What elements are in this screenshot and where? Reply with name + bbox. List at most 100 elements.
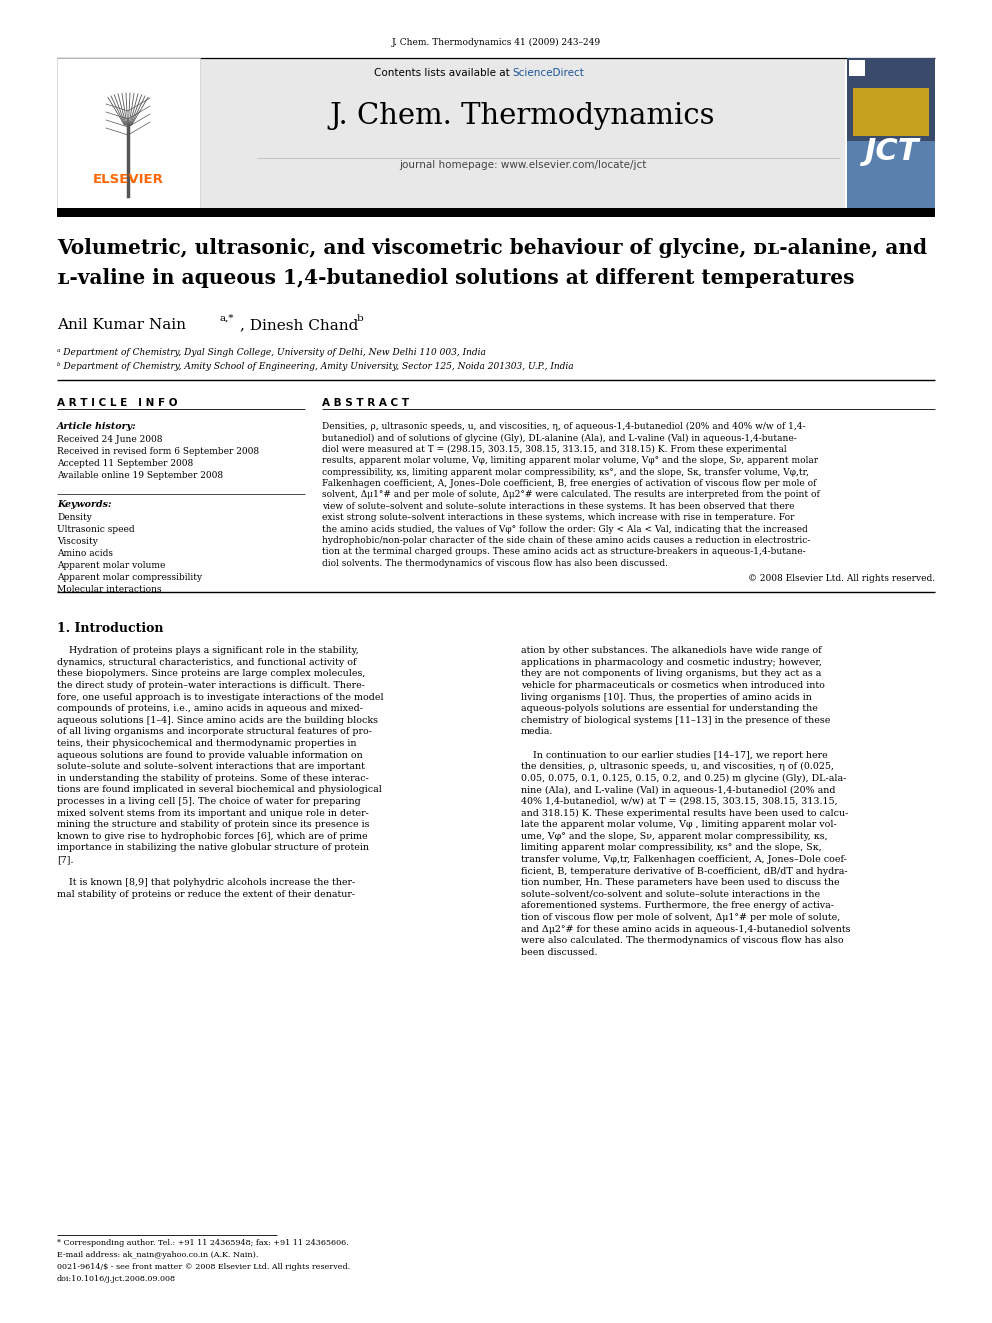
Text: Received in revised form 6 September 2008: Received in revised form 6 September 200… [57,447,259,456]
Text: view of solute–solvent and solute–solute interactions in these systems. It has b: view of solute–solvent and solute–solute… [322,501,795,511]
Text: exist strong solute–solvent interactions in these systems, which increase with r: exist strong solute–solvent interactions… [322,513,795,523]
Text: It is known [8,9] that polyhydric alcohols increase the ther-: It is known [8,9] that polyhydric alcoho… [57,878,355,888]
Text: ScienceDirect: ScienceDirect [513,67,584,78]
Text: JCT: JCT [864,138,919,165]
Text: © 2008 Elsevier Ltd. All rights reserved.: © 2008 Elsevier Ltd. All rights reserved… [748,574,935,583]
Text: Viscosity: Viscosity [57,537,98,546]
Bar [849,60,865,75]
Text: A R T I C L E   I N F O: A R T I C L E I N F O [57,398,178,407]
Bar [847,58,935,208]
Text: Hydration of proteins plays a significant role in the stability,: Hydration of proteins plays a significan… [57,646,359,655]
Text: media.: media. [521,728,554,737]
Text: ᵃ Department of Chemistry, Dyal Singh College, University of Delhi, New Delhi 11: ᵃ Department of Chemistry, Dyal Singh Co… [57,348,486,357]
Text: vehicle for pharmaceuticals or cosmetics when introduced into: vehicle for pharmaceuticals or cosmetics… [521,681,825,691]
Text: 1. Introduction: 1. Introduction [57,622,164,635]
Text: mining the structure and stability of protein since its presence is: mining the structure and stability of pr… [57,820,369,830]
Text: and 318.15) K. These experimental results have been used to calcu-: and 318.15) K. These experimental result… [521,808,848,818]
Bar [57,208,935,217]
Text: tion of viscous flow per mole of solvent, Δμ1°# per mole of solute,: tion of viscous flow per mole of solvent… [521,913,840,922]
Text: the amino acids studied, the values of Vφ° follow the order: Gly < Ala < Val, in: the amino acids studied, the values of V… [322,525,807,533]
Text: ᵇ Department of Chemistry, Amity School of Engineering, Amity University, Sector: ᵇ Department of Chemistry, Amity School … [57,363,573,370]
Text: 0021-9614/$ - see front matter © 2008 Elsevier Ltd. All rights reserved.: 0021-9614/$ - see front matter © 2008 El… [57,1263,350,1271]
Text: Volumetric, ultrasonic, and viscometric behaviour of glycine, ᴅʟ-alanine, and: Volumetric, ultrasonic, and viscometric … [57,238,928,258]
Text: of all living organisms and incorporate structural features of pro-: of all living organisms and incorporate … [57,728,372,737]
Text: living organisms [10]. Thus, the properties of amino acids in: living organisms [10]. Thus, the propert… [521,693,811,701]
Text: ʟ-valine in aqueous 1,4-butanediol solutions at different temperatures: ʟ-valine in aqueous 1,4-butanediol solut… [57,269,854,288]
Text: Falkenhagen coefficient, A, Jones–Dole coefficient, B, free energies of activati: Falkenhagen coefficient, A, Jones–Dole c… [322,479,816,488]
Bar [853,89,929,136]
Text: Apparent molar volume: Apparent molar volume [57,561,166,570]
Text: these biopolymers. Since proteins are large complex molecules,: these biopolymers. Since proteins are la… [57,669,365,679]
Text: tion number, Hn. These parameters have been used to discuss the: tion number, Hn. These parameters have b… [521,878,839,888]
Text: Keywords:: Keywords: [57,500,111,509]
Text: 40% 1,4-butanediol, w/w) at T = (298.15, 303.15, 308.15, 313.15,: 40% 1,4-butanediol, w/w) at T = (298.15,… [521,796,837,806]
Bar [57,58,200,208]
Text: they are not components of living organisms, but they act as a: they are not components of living organi… [521,669,821,679]
Text: ELSEVIER: ELSEVIER [92,173,164,187]
Text: J. Chem. Thermodynamics: J. Chem. Thermodynamics [329,102,715,130]
Text: were also calculated. The thermodynamics of viscous flow has also: were also calculated. The thermodynamics… [521,937,843,945]
Text: Densities, ρ, ultrasonic speeds, u, and viscosities, η, of aqueous-1,4-butanedio: Densities, ρ, ultrasonic speeds, u, and … [322,422,806,431]
Text: solute–solute and solute–solvent interactions that are important: solute–solute and solute–solvent interac… [57,762,365,771]
Text: the direct study of protein–water interactions is difficult. There-: the direct study of protein–water intera… [57,681,365,691]
Text: Available online 19 September 2008: Available online 19 September 2008 [57,471,223,480]
Text: been discussed.: been discussed. [521,947,597,957]
Text: Article history:: Article history: [57,422,137,431]
Text: teins, their physicochemical and thermodynamic properties in: teins, their physicochemical and thermod… [57,740,356,747]
Text: aqueous solutions [1–4]. Since amino acids are the building blocks: aqueous solutions [1–4]. Since amino aci… [57,716,378,725]
Text: hydrophobic/non-polar character of the side chain of these amino acids causes a : hydrophobic/non-polar character of the s… [322,536,810,545]
Text: aqueous solutions are found to provide valuable information on: aqueous solutions are found to provide v… [57,750,363,759]
Text: Ultrasonic speed: Ultrasonic speed [57,525,135,534]
Text: diol solvents. The thermodynamics of viscous flow has also been discussed.: diol solvents. The thermodynamics of vis… [322,558,668,568]
Text: in understanding the stability of proteins. Some of these interac-: in understanding the stability of protei… [57,774,369,783]
Text: * Corresponding author. Tel.: +91 11 24365948; fax: +91 11 24365606.: * Corresponding author. Tel.: +91 11 243… [57,1240,349,1248]
Text: Amino acids: Amino acids [57,549,113,558]
Text: tion at the terminal charged groups. These amino acids act as structure-breakers: tion at the terminal charged groups. The… [322,548,806,557]
Text: [7].: [7]. [57,855,73,864]
Text: and Δμ2°# for these amino acids in aqueous-1,4-butanediol solvents: and Δμ2°# for these amino acids in aqueo… [521,925,850,934]
Text: mixed solvent stems from its important and unique role in deter-: mixed solvent stems from its important a… [57,808,369,818]
Text: 0.05, 0.075, 0.1, 0.125, 0.15, 0.2, and 0.25) m glycine (Gly), DL-ala-: 0.05, 0.075, 0.1, 0.125, 0.15, 0.2, and … [521,774,846,783]
Text: Apparent molar compressibility: Apparent molar compressibility [57,573,202,582]
Text: transfer volume, Vφ,tr, Falkenhagen coefficient, A, Jones–Dole coef-: transfer volume, Vφ,tr, Falkenhagen coef… [521,855,847,864]
Text: b: b [357,314,364,323]
Text: Density: Density [57,513,92,523]
Text: Received 24 June 2008: Received 24 June 2008 [57,435,163,445]
Text: butanediol) and of solutions of glycine (Gly), DL-alanine (Ala), and L-valine (V: butanediol) and of solutions of glycine … [322,434,797,442]
Text: mal stability of proteins or reduce the extent of their denatur-: mal stability of proteins or reduce the … [57,890,355,898]
Text: In continuation to our earlier studies [14–17], we report here: In continuation to our earlier studies [… [521,750,827,759]
Text: THE JOURNAL
OF CHEMICAL
THERMODYNAMICS: THE JOURNAL OF CHEMICAL THERMODYNAMICS [855,91,927,111]
Text: late the apparent molar volume, Vφ , limiting apparent molar vol-: late the apparent molar volume, Vφ , lim… [521,820,836,830]
Text: diol were measured at T = (298.15, 303.15, 308.15, 313.15, and 318.15) K. From t: diol were measured at T = (298.15, 303.1… [322,445,787,454]
Text: dynamics, structural characteristics, and functional activity of: dynamics, structural characteristics, an… [57,658,356,667]
Text: aforementioned systems. Furthermore, the free energy of activa-: aforementioned systems. Furthermore, the… [521,901,834,910]
Text: chemistry of biological systems [11–13] in the presence of these: chemistry of biological systems [11–13] … [521,716,830,725]
Text: compressibility, κs, limiting apparent molar compressibility, κs°, and the slope: compressibility, κs, limiting apparent m… [322,467,808,476]
Text: importance in stabilizing the native globular structure of protein: importance in stabilizing the native glo… [57,843,369,852]
Text: solvent, Δμ1°# and per mole of solute, Δμ2°# were calculated. The results are in: solvent, Δμ1°# and per mole of solute, Δ… [322,491,819,499]
Text: fore, one useful approach is to investigate interactions of the model: fore, one useful approach is to investig… [57,693,384,701]
Text: solute–solvent/co-solvent and solute–solute interactions in the: solute–solvent/co-solvent and solute–sol… [521,890,820,898]
Text: limiting apparent molar compressibility, κs° and the slope, Sκ,: limiting apparent molar compressibility,… [521,843,821,852]
Text: , Dinesh Chand: , Dinesh Chand [240,318,358,332]
Text: A B S T R A C T: A B S T R A C T [322,398,409,407]
Text: nine (Ala), and L-valine (Val) in aqueous-1,4-butanediol (20% and: nine (Ala), and L-valine (Val) in aqueou… [521,786,835,795]
Text: ficient, B, temperature derivative of B-coefficient, dB/dT and hydra-: ficient, B, temperature derivative of B-… [521,867,847,876]
Bar [847,140,935,208]
Text: known to give rise to hydrophobic forces [6], which are of prime: known to give rise to hydrophobic forces… [57,832,368,841]
Text: E-mail address: ak_nain@yahoo.co.in (A.K. Nain).: E-mail address: ak_nain@yahoo.co.in (A.K… [57,1252,258,1259]
Text: ume, Vφ° and the slope, Sν, apparent molar compressibility, κs,: ume, Vφ° and the slope, Sν, apparent mol… [521,832,827,841]
Text: results, apparent molar volume, Vφ, limiting apparent molar volume, Vφ° and the : results, apparent molar volume, Vφ, limi… [322,456,818,466]
Bar [200,58,845,208]
Text: Contents lists available at: Contents lists available at [374,67,513,78]
Text: Accepted 11 September 2008: Accepted 11 September 2008 [57,459,193,468]
Text: a,*: a,* [220,314,234,323]
Text: J. Chem. Thermodynamics 41 (2009) 243–249: J. Chem. Thermodynamics 41 (2009) 243–24… [392,38,600,48]
Text: Anil Kumar Nain: Anil Kumar Nain [57,318,186,332]
Text: the densities, ρ, ultrasonic speeds, u, and viscosities, η of (0.025,: the densities, ρ, ultrasonic speeds, u, … [521,762,834,771]
Text: Molecular interactions: Molecular interactions [57,585,162,594]
Text: ation by other substances. The alkanediols have wide range of: ation by other substances. The alkanedio… [521,646,821,655]
Text: tions are found implicated in several biochemical and physiological: tions are found implicated in several bi… [57,786,382,794]
Text: applications in pharmacology and cosmetic industry; however,: applications in pharmacology and cosmeti… [521,658,822,667]
Text: aqueous-polyols solutions are essential for understanding the: aqueous-polyols solutions are essential … [521,704,817,713]
